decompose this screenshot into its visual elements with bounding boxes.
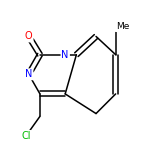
Text: Me: Me bbox=[116, 22, 129, 31]
Text: Cl: Cl bbox=[21, 131, 31, 141]
Text: N: N bbox=[25, 69, 32, 79]
Text: O: O bbox=[25, 32, 33, 41]
Text: N: N bbox=[61, 50, 69, 60]
